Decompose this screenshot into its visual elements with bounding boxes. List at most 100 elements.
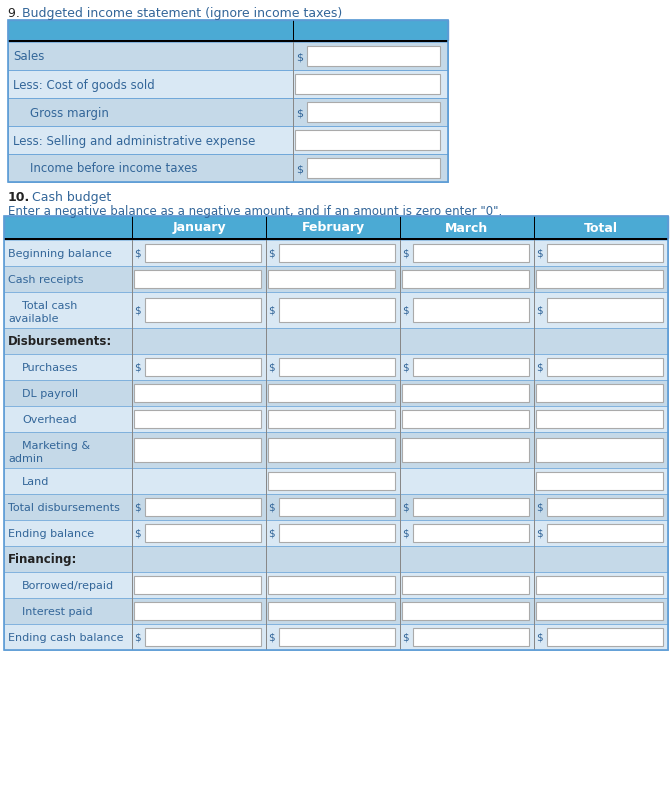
- Text: $: $: [134, 503, 140, 512]
- Bar: [536, 577, 663, 594]
- Bar: [266, 355, 267, 381]
- Bar: [534, 217, 535, 238]
- Bar: [132, 546, 133, 573]
- Bar: [400, 241, 401, 267]
- Bar: [295, 131, 440, 151]
- Text: Disbursements:: Disbursements:: [8, 335, 112, 348]
- Bar: [268, 385, 395, 402]
- Bar: [145, 245, 261, 263]
- Bar: [547, 499, 663, 516]
- Bar: [8, 127, 448, 155]
- Bar: [400, 381, 401, 406]
- Bar: [534, 468, 535, 495]
- Bar: [145, 499, 261, 516]
- Text: $: $: [296, 52, 303, 62]
- Text: Financing:: Financing:: [8, 552, 77, 566]
- Bar: [134, 410, 261, 429]
- Text: February: February: [302, 221, 365, 234]
- Bar: [400, 433, 401, 468]
- Bar: [134, 385, 261, 402]
- Bar: [534, 546, 535, 573]
- Bar: [266, 624, 267, 650]
- Bar: [132, 520, 133, 546]
- Bar: [413, 359, 529, 377]
- Bar: [132, 433, 133, 468]
- Bar: [402, 410, 529, 429]
- Text: Marketing &: Marketing &: [22, 440, 90, 450]
- Bar: [268, 271, 395, 288]
- Text: Gross margin: Gross margin: [30, 106, 109, 120]
- Text: Total: Total: [584, 221, 618, 234]
- Bar: [534, 267, 535, 292]
- Bar: [4, 468, 668, 495]
- Bar: [534, 292, 535, 328]
- Bar: [132, 217, 133, 238]
- Bar: [8, 41, 448, 43]
- Bar: [547, 628, 663, 646]
- Bar: [534, 520, 535, 546]
- Text: March: March: [446, 221, 489, 234]
- Bar: [4, 355, 668, 381]
- Bar: [4, 238, 668, 241]
- Text: Total cash: Total cash: [22, 300, 77, 310]
- Text: Purchases: Purchases: [22, 362, 79, 373]
- Bar: [413, 524, 529, 542]
- Bar: [132, 328, 133, 355]
- Bar: [534, 381, 535, 406]
- Text: available: available: [8, 313, 58, 324]
- Bar: [293, 43, 294, 71]
- Bar: [4, 267, 668, 292]
- Text: $: $: [134, 249, 140, 259]
- Text: January: January: [172, 221, 226, 234]
- Bar: [534, 328, 535, 355]
- Bar: [132, 381, 133, 406]
- Bar: [534, 433, 535, 468]
- Text: $: $: [402, 528, 409, 538]
- Bar: [4, 520, 668, 546]
- Bar: [402, 385, 529, 402]
- Bar: [266, 381, 267, 406]
- Bar: [400, 217, 401, 238]
- Bar: [8, 43, 448, 71]
- Bar: [293, 99, 294, 127]
- Bar: [132, 267, 133, 292]
- Bar: [279, 299, 395, 323]
- Bar: [547, 524, 663, 542]
- Bar: [400, 573, 401, 598]
- Bar: [132, 624, 133, 650]
- Text: $: $: [536, 503, 542, 512]
- Bar: [413, 499, 529, 516]
- Bar: [279, 245, 395, 263]
- Text: Cash receipts: Cash receipts: [8, 275, 83, 284]
- Text: 10.: 10.: [8, 191, 30, 204]
- Bar: [293, 71, 294, 99]
- Bar: [536, 410, 663, 429]
- Bar: [402, 438, 529, 463]
- Text: $: $: [536, 632, 542, 642]
- Bar: [4, 328, 668, 355]
- Text: Ending cash balance: Ending cash balance: [8, 632, 124, 642]
- Bar: [400, 546, 401, 573]
- Bar: [8, 155, 448, 183]
- Bar: [295, 75, 440, 95]
- Bar: [400, 624, 401, 650]
- Bar: [307, 47, 440, 67]
- Bar: [536, 472, 663, 491]
- Bar: [402, 602, 529, 620]
- Bar: [266, 217, 267, 238]
- Text: $: $: [134, 362, 140, 373]
- Bar: [266, 241, 267, 267]
- Text: admin: admin: [8, 454, 43, 463]
- Bar: [534, 598, 535, 624]
- Bar: [268, 410, 395, 429]
- Bar: [534, 241, 535, 267]
- Text: $: $: [296, 108, 303, 118]
- Text: $: $: [134, 306, 140, 316]
- Text: $: $: [536, 528, 542, 538]
- Bar: [400, 468, 401, 495]
- Text: $: $: [268, 632, 275, 642]
- Text: $: $: [536, 306, 542, 316]
- Text: $: $: [536, 362, 542, 373]
- Bar: [547, 359, 663, 377]
- Text: Interest paid: Interest paid: [22, 606, 93, 616]
